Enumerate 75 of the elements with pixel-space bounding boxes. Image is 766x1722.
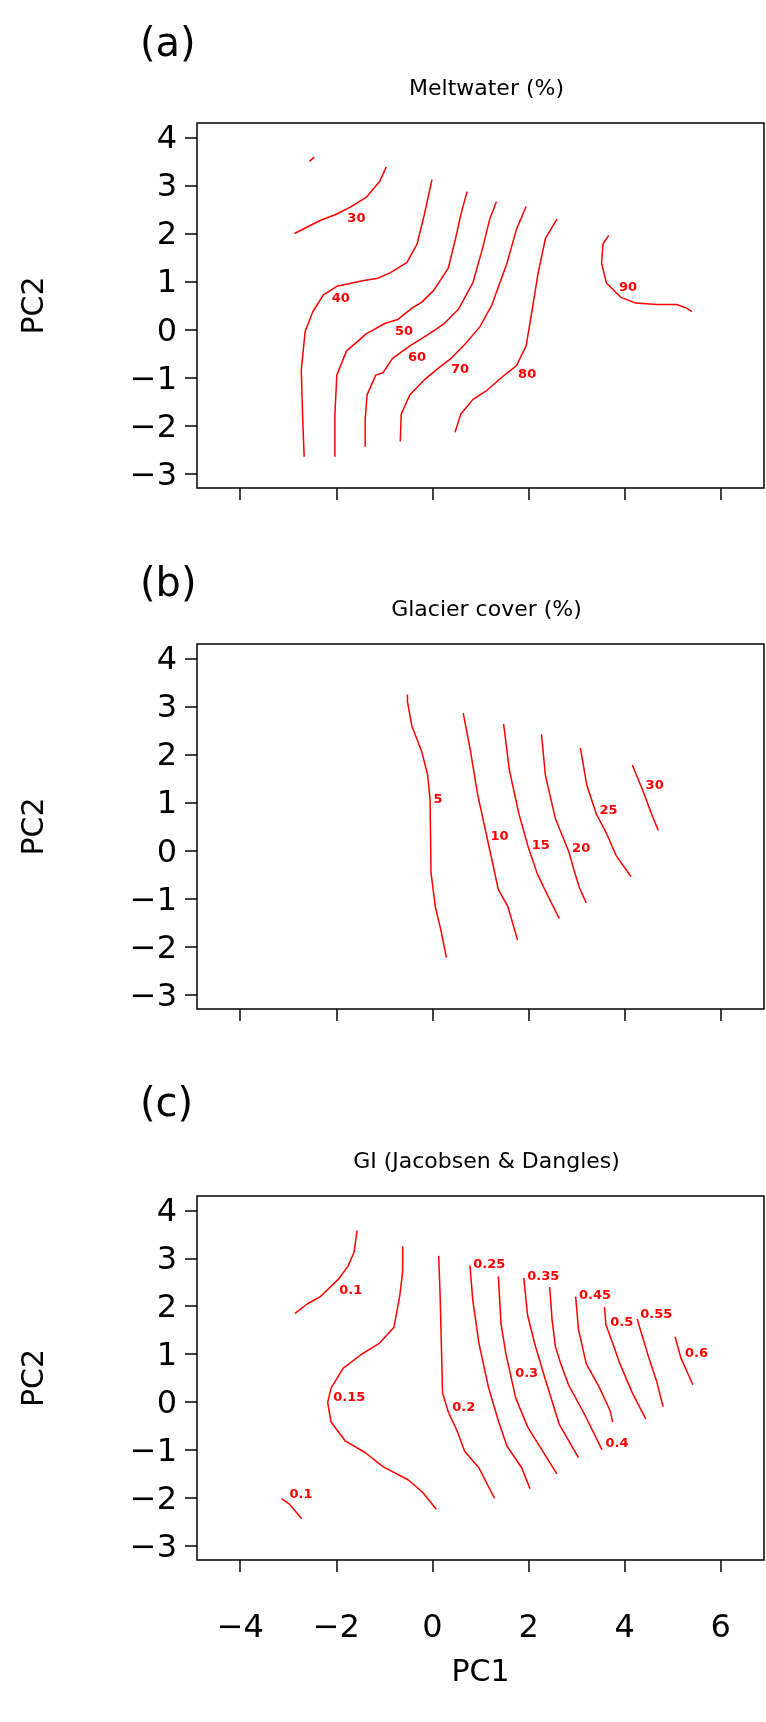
line-series	[462, 712, 519, 941]
series-label: 10	[490, 828, 509, 844]
series-label: 60	[407, 348, 426, 364]
y-tick-label: 1	[156, 783, 177, 822]
y-tick-label: 2	[156, 1287, 177, 1326]
series-label: 30	[347, 210, 366, 226]
y-tick-label: 1	[156, 1335, 177, 1374]
series-label: 0.5	[610, 1313, 634, 1329]
x-tick-label: 6	[710, 1607, 731, 1645]
series-label: 0.35	[527, 1268, 560, 1284]
text: (b)	[140, 559, 197, 605]
series-label: 50	[394, 322, 414, 338]
y-tick-label: −3	[129, 1526, 177, 1565]
chart-title: GI (Jacobsen & Dangles)	[353, 1147, 620, 1173]
y-tick-label: 4	[156, 118, 177, 157]
y-tick-label: 2	[156, 214, 177, 253]
y-tick-label: −2	[129, 1478, 177, 1517]
chart-title: Meltwater (%)	[409, 74, 564, 100]
series-label: 0.6	[684, 1344, 708, 1360]
text: (a)	[140, 19, 196, 65]
series-label: 25	[599, 801, 618, 817]
series-label: 80	[518, 366, 537, 382]
y-tick-label: 3	[156, 1239, 177, 1278]
y-axis-title: PC2	[14, 1348, 50, 1408]
y-tick-label: −3	[129, 975, 177, 1014]
series-label: 0.15	[333, 1388, 366, 1404]
series-label: 90	[619, 279, 638, 295]
series-label: 0.2	[452, 1398, 476, 1414]
y-tick-label: 0	[156, 310, 177, 349]
y-tick-label: −1	[129, 1430, 177, 1469]
y-tick-label: −1	[129, 358, 177, 397]
x-tick-label: 0	[422, 1607, 443, 1645]
y-tick-label: 1	[156, 262, 177, 301]
series-label: 70	[451, 360, 470, 376]
series-label: 0.3	[515, 1364, 539, 1380]
y-tick-label: −1	[129, 879, 177, 918]
x-tick-label: 2	[518, 1607, 539, 1645]
y-axis-title: PC2	[14, 276, 50, 335]
series-label: 30	[645, 777, 664, 793]
series-label: 0.4	[605, 1434, 629, 1450]
y-tick-label: 2	[156, 735, 177, 774]
y-tick-label: 0	[156, 831, 177, 870]
series-label: 0.25	[473, 1256, 506, 1272]
x-tick-label: −4	[216, 1607, 264, 1645]
line-series	[600, 234, 693, 313]
series-label: 20	[572, 840, 591, 856]
y-tick-label: 3	[156, 166, 177, 205]
series-label: 0.1	[339, 1282, 363, 1298]
line-series	[293, 165, 388, 235]
y-tick-label: 4	[156, 1191, 177, 1230]
y-tick-label: −2	[129, 927, 177, 966]
series-label: 0.1	[289, 1485, 313, 1501]
line-series	[636, 1318, 664, 1408]
y-tick-label: 4	[156, 639, 177, 678]
series-label: 40	[331, 289, 350, 305]
series-label: 15	[531, 836, 550, 852]
x-axis-title: PC1	[451, 1652, 510, 1688]
series-label: 0.45	[578, 1287, 612, 1303]
series-label: 5	[433, 791, 443, 807]
line-series	[300, 178, 433, 458]
y-axis-title: PC2	[14, 797, 50, 856]
series-label: 0.55	[640, 1305, 673, 1321]
line-series	[406, 693, 448, 959]
line-series	[454, 218, 558, 434]
y-tick-label: −2	[129, 406, 177, 445]
line-series	[326, 1245, 438, 1510]
y-tick-label: 0	[156, 1382, 177, 1421]
chart-title: Glacier cover (%)	[391, 595, 582, 621]
x-tick-label: 4	[614, 1607, 635, 1645]
y-tick-label: −3	[129, 454, 177, 493]
text: (c)	[140, 1079, 194, 1125]
line-series	[334, 190, 468, 458]
x-tick-label: −2	[312, 1607, 360, 1645]
y-tick-label: 3	[156, 687, 177, 726]
line-series	[364, 201, 498, 448]
